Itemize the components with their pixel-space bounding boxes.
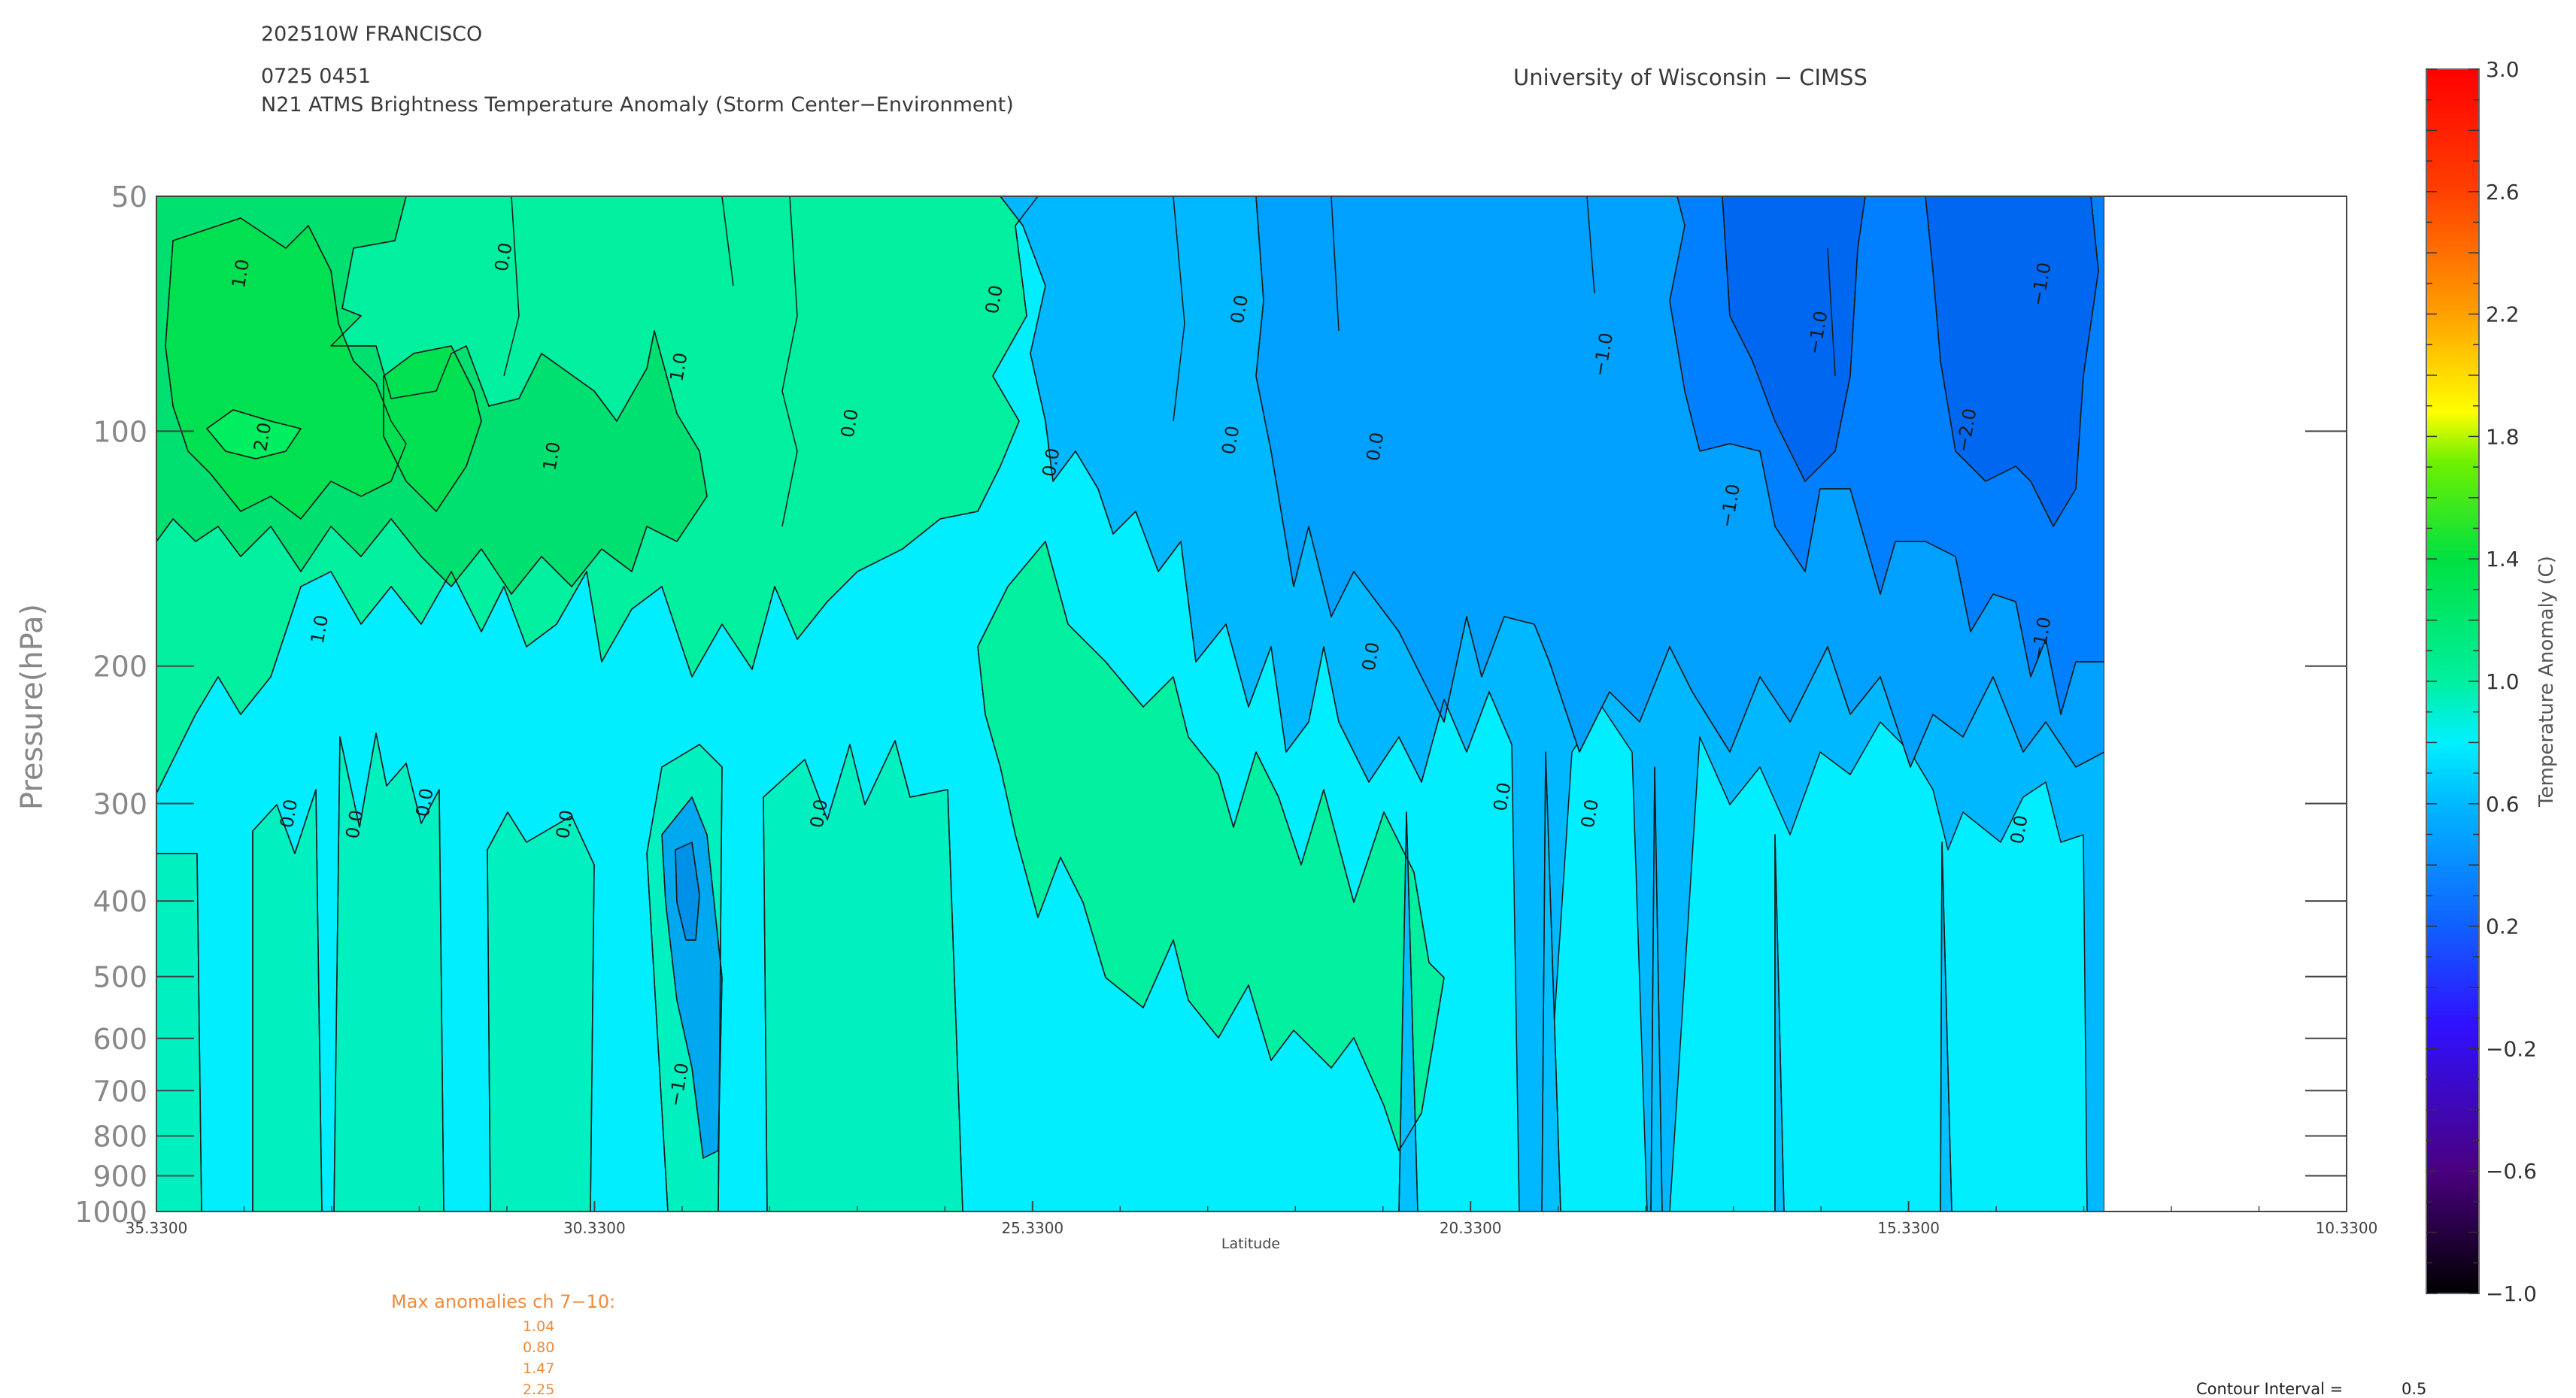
contour-line-8 <box>383 345 482 512</box>
contour-line-2 <box>1000 196 1513 783</box>
contour-labels: 1.02.01.00.01.01.00.00.00.00.00.0 0.00.0−… <box>228 241 2056 1108</box>
contour-label: 0.0 <box>412 787 438 818</box>
y-tick-label: 900 <box>93 1160 147 1193</box>
y-tick-label: 600 <box>93 1023 147 1056</box>
contour-interval-value: 0.5 <box>2402 1380 2427 1398</box>
contour-label: 0.0 <box>552 808 578 840</box>
contour-label: 0.0 <box>2007 814 2032 845</box>
datetime-label: 0725 0451 <box>261 65 372 88</box>
institution-label: University of Wisconsin − CIMSS <box>1513 65 1868 90</box>
colorbar-tick-label: 3.0 <box>2486 57 2520 82</box>
colorbar-tick-label: −0.6 <box>2486 1159 2537 1184</box>
colorbar-tick-label: 1.0 <box>2486 669 2520 694</box>
contour-label: 2.0 <box>250 421 275 453</box>
colorbar-ticks: 3.0 2.6 2.2 1.8 1.4 1.0 0.6 0.2 −0.2 −0.6 −1.0 <box>2426 57 2537 1306</box>
colorbar-title: Temperature Anomaly (C) <box>2535 556 2558 808</box>
max-anomaly-value: 0.80 <box>523 1339 555 1356</box>
contour-label: 0.0 <box>490 241 516 273</box>
data-coverage-edge <box>2104 196 2347 1211</box>
colorbar-tick-label: 2.2 <box>2486 302 2520 327</box>
contour-label: 0.0 <box>1038 447 1063 478</box>
x-axis: 35.3300 30.3300 25.3300 20.3300 15.3300 10.33… <box>126 1201 2378 1237</box>
colorbar-tick-label: 0.6 <box>2486 792 2520 817</box>
x-tick-label: 10.3300 <box>2316 1219 2378 1237</box>
contour-line-9 <box>977 541 1445 1151</box>
max-anomaly-value: 1.47 <box>523 1360 555 1377</box>
plot-frame-outline <box>156 196 2347 1212</box>
y-tick-label: 700 <box>93 1075 147 1108</box>
contour-label: 0.0 <box>1577 798 1603 829</box>
contour-label: 0.0 <box>1358 641 1384 672</box>
x-axis-title: Latitude <box>1221 1236 1280 1252</box>
contour-interval-label: Contour Interval = <box>2196 1380 2344 1398</box>
max-anomaly-value: 2.25 <box>523 1381 555 1398</box>
colorbar-tick-label: 1.8 <box>2486 424 2520 449</box>
contour-line-5 <box>156 196 708 595</box>
colorbar-tick-label: −0.2 <box>2486 1036 2537 1061</box>
contour-label: 0.0 <box>982 284 1007 315</box>
max-anomaly-value: 1.04 <box>523 1318 555 1335</box>
contour-label: 0.0 <box>806 798 832 829</box>
x-tick-label: 30.3300 <box>563 1219 626 1237</box>
contour-lines <box>156 196 2104 1211</box>
contour-label: 1.0 <box>228 258 253 290</box>
contour-line-1 <box>156 196 1039 794</box>
x-tick-label: 20.3300 <box>1440 1219 1502 1237</box>
colorbar-tick-label: −1.0 <box>2486 1281 2537 1306</box>
contour-line-13 <box>1722 196 2099 527</box>
y-axis-title: Pressure(hPa) <box>15 604 50 810</box>
y-tick-label: 100 <box>93 415 147 448</box>
contour-line-11 <box>675 842 700 941</box>
contour-line-4 <box>1669 196 2104 715</box>
y-tick-label: 1000 <box>74 1196 147 1229</box>
colorbar-tick-label: 0.2 <box>2486 914 2520 939</box>
contour-field <box>156 196 2104 1211</box>
contour-line-12 <box>156 732 963 1211</box>
contour-label: 1.0 <box>539 440 564 472</box>
y-tick-label: 800 <box>93 1120 147 1153</box>
contour-label: 0.0 <box>1218 424 1243 456</box>
contour-line-7 <box>206 409 302 459</box>
contour-label: 0.0 <box>1227 293 1252 325</box>
y-tick-label: 400 <box>93 885 147 918</box>
contour-label: 0.0 <box>1489 781 1515 812</box>
y-tick-label: 500 <box>93 961 147 994</box>
y-tick-label: 50 <box>111 180 147 214</box>
storm-id-label: 202510W FRANCISCO <box>261 23 483 46</box>
contour-line-6 <box>165 217 407 520</box>
colorbar-tick-label: 1.4 <box>2486 547 2520 572</box>
contour-line-10 <box>661 796 723 1159</box>
product-title: N21 ATMS Brightness Temperature Anomaly … <box>261 93 1014 117</box>
contour-label: 0.0 <box>276 798 302 829</box>
contour-line-15 <box>503 196 1836 527</box>
y-tick-label: 200 <box>93 650 147 684</box>
contour-label: 0.0 <box>837 408 863 439</box>
contour-label: 1.0 <box>666 351 691 383</box>
y-tick-label: 300 <box>93 787 147 820</box>
x-tick-label: 25.3300 <box>1001 1219 1063 1237</box>
contour-line-14 <box>1398 751 1952 1211</box>
contour-label: 1.0 <box>307 614 332 645</box>
contour-label: 0.0 <box>341 808 367 840</box>
x-tick-label: 35.3300 <box>126 1219 188 1237</box>
contour-label: 0.0 <box>1362 431 1388 462</box>
max-anomalies-title: Max anomalies ch 7−10: <box>391 1291 616 1312</box>
contour-line-3 <box>1255 196 2104 768</box>
colorbar-tick-label: 2.6 <box>2486 180 2520 205</box>
x-tick-label: 15.3300 <box>1877 1219 1940 1237</box>
